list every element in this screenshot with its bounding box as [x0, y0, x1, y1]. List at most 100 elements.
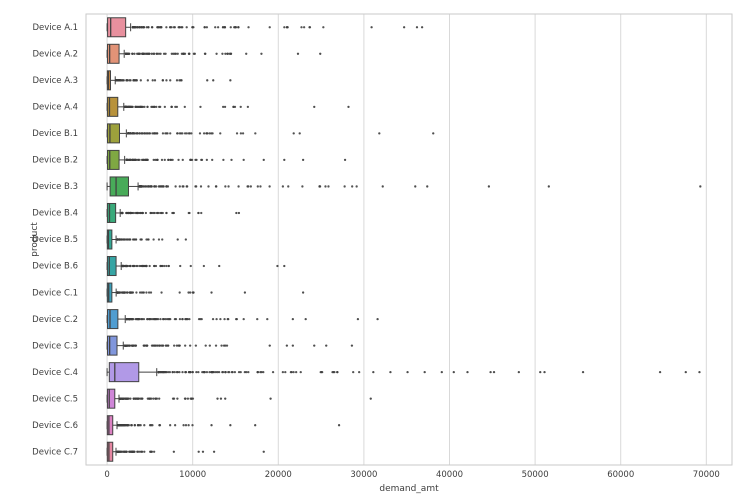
y-tick-label: Device A.2: [32, 50, 78, 60]
outlier-point: [221, 105, 225, 109]
y-tick-label: Device B.6: [32, 262, 78, 272]
outlier-point: [134, 344, 138, 347]
outlier-point: [243, 291, 247, 294]
outlier-point: [174, 52, 178, 55]
outlier-point: [426, 185, 429, 188]
x-tick-label: 10000: [179, 470, 206, 480]
outlier-point: [242, 317, 245, 321]
outlier-point: [126, 291, 129, 294]
outlier-point: [148, 397, 151, 400]
outlier-point: [154, 397, 157, 400]
outlier-point: [658, 370, 662, 374]
outlier-point: [230, 158, 233, 162]
outlier-point: [169, 79, 172, 82]
outlier-point: [118, 397, 122, 400]
outlier-point: [133, 52, 136, 55]
outlier-point: [292, 370, 295, 374]
outlier-point: [174, 185, 177, 188]
outlier-point: [141, 52, 144, 55]
outlier-point: [142, 158, 145, 162]
outlier-point: [138, 26, 141, 29]
outlier-point: [160, 185, 163, 188]
outlier-point: [116, 238, 119, 241]
outlier-point: [175, 344, 179, 347]
outlier-point: [141, 264, 144, 268]
outlier-point: [336, 370, 339, 374]
outlier-point: [153, 264, 156, 268]
outlier-point: [206, 79, 209, 82]
outlier-point: [152, 238, 155, 241]
outlier-point: [126, 158, 130, 162]
outlier-point: [210, 370, 213, 374]
y-tick-label: Device C.6: [32, 421, 78, 431]
outlier-point: [217, 370, 221, 374]
outlier-point: [197, 211, 200, 215]
box: [107, 123, 120, 144]
outlier-point: [158, 424, 162, 427]
outlier-point: [159, 264, 162, 268]
outlier-point: [242, 158, 245, 162]
outlier-point: [239, 132, 243, 135]
outlier-point: [159, 370, 162, 374]
outlier-point: [287, 185, 290, 188]
outlier-point: [124, 105, 127, 109]
outlier-point: [337, 424, 341, 427]
outlier-point: [176, 238, 179, 241]
outlier-point: [179, 79, 182, 82]
outlier-point: [132, 450, 135, 453]
outlier-point: [127, 132, 131, 135]
outlier-point: [167, 264, 170, 268]
outlier-point: [227, 185, 230, 188]
outlier-point: [153, 79, 157, 82]
outlier-point: [173, 424, 177, 427]
y-tick-label: Device B.2: [32, 156, 78, 166]
outlier-point: [132, 26, 135, 29]
outlier-point: [118, 291, 121, 294]
outlier-point: [319, 52, 322, 55]
outlier-point: [161, 79, 165, 82]
outlier-point: [149, 450, 152, 453]
outlier-point: [134, 105, 137, 109]
outlier-point: [131, 52, 134, 55]
outlier-point: [301, 185, 304, 188]
outlier-point: [214, 26, 217, 29]
outlier-point: [181, 185, 184, 188]
outlier-point: [150, 105, 153, 109]
outlier-point: [207, 185, 210, 188]
outlier-point: [256, 185, 259, 188]
outlier-point: [489, 370, 492, 374]
outlier-point: [189, 264, 192, 268]
outlier-point: [319, 370, 322, 374]
outlier-point: [247, 26, 250, 29]
outlier-point: [224, 370, 227, 374]
outlier-point: [146, 52, 149, 55]
outlier-point: [140, 211, 144, 215]
outlier-point: [281, 370, 285, 374]
outlier-point: [214, 185, 218, 188]
outlier-point: [211, 158, 214, 162]
outlier-point: [205, 158, 208, 162]
outlier-point: [129, 450, 133, 453]
box: [106, 441, 114, 462]
outlier-point: [378, 132, 381, 135]
outlier-point: [186, 185, 189, 188]
outlier-point: [175, 105, 179, 109]
outlier-point: [224, 397, 227, 400]
y-tick-label: Device B.3: [32, 182, 78, 192]
outlier-point: [181, 370, 184, 374]
outlier-point: [140, 26, 144, 29]
outlier-point: [208, 344, 211, 347]
outlier-point: [698, 370, 701, 374]
outlier-point: [268, 185, 271, 188]
outlier-point: [174, 317, 178, 321]
outlier-point: [432, 132, 435, 135]
y-tick-label: Device A.4: [32, 103, 78, 113]
outlier-point: [139, 264, 143, 268]
outlier-point: [163, 264, 166, 268]
outlier-point: [166, 370, 170, 374]
outlier-point: [229, 424, 232, 427]
outlier-point: [215, 52, 218, 55]
outlier-point: [176, 52, 179, 55]
outlier-point: [185, 26, 188, 29]
outlier-point: [176, 132, 179, 135]
